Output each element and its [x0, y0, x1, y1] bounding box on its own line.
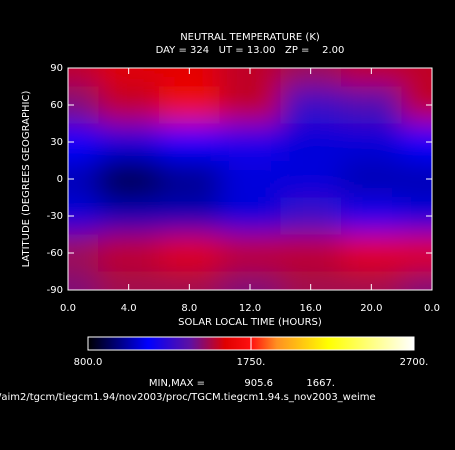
heat-cell	[98, 86, 160, 125]
heat-cell	[341, 197, 403, 236]
heat-cell	[98, 68, 160, 88]
y-tick-label: 30	[50, 137, 63, 148]
heat-cell	[280, 86, 342, 125]
max-value: 1667.	[306, 378, 335, 389]
heat-cell	[341, 68, 403, 88]
heat-cell	[280, 271, 342, 290]
heat-cell	[341, 271, 403, 290]
heat-cell	[280, 160, 342, 199]
y-tick-label: 0	[57, 174, 63, 185]
heat-cell	[159, 86, 221, 125]
heat-cell	[401, 68, 432, 88]
minmax-label: MIN,MAX =	[149, 378, 205, 389]
heat-cell	[280, 123, 342, 162]
x-tick-label: 12.0	[239, 303, 261, 314]
heat-cell	[98, 234, 160, 273]
x-tick-label: 0.0	[424, 303, 440, 314]
colorbar-tick-label: 1750.	[237, 357, 266, 368]
colorbar-tick-label: 2700.	[400, 357, 429, 368]
heat-cell	[159, 197, 221, 236]
heat-cell	[280, 68, 342, 88]
heat-cell	[341, 123, 403, 162]
chart-title: NEUTRAL TEMPERATURE (K)	[180, 32, 320, 43]
y-tick-label: -60	[47, 248, 63, 259]
heat-cell	[159, 68, 221, 88]
heatmap	[68, 68, 432, 290]
heat-cell	[280, 234, 342, 273]
x-tick-label: 8.0	[181, 303, 197, 314]
heat-cell	[341, 160, 403, 199]
heat-cell	[280, 197, 342, 236]
heat-cell	[401, 271, 432, 290]
heat-cell	[219, 123, 282, 162]
chart-subtitle: DAY = 324 UT = 13.00 ZP = 2.00	[156, 45, 345, 56]
file-path: /aim2/tgcm/tiegcm1.94/nov2003/proc/TGCM.…	[0, 392, 376, 403]
heat-cell	[219, 234, 282, 273]
heat-cell	[219, 86, 282, 125]
heat-cell	[159, 234, 221, 273]
heat-cell	[68, 271, 100, 290]
heat-cell	[219, 197, 282, 236]
heat-cell	[341, 234, 403, 273]
heat-cell	[98, 271, 160, 290]
x-axis-label: SOLAR LOCAL TIME (HOURS)	[178, 317, 322, 328]
heat-cell	[219, 68, 282, 88]
heat-cell	[159, 160, 221, 199]
y-tick-label: 90	[50, 63, 63, 74]
colorbar-tick-label: 800.0	[74, 357, 103, 368]
x-tick-label: 4.0	[121, 303, 137, 314]
heat-cell	[98, 160, 160, 199]
heat-cell	[98, 197, 160, 236]
x-tick-label: 0.0	[60, 303, 76, 314]
heat-cell	[159, 123, 221, 162]
y-tick-label: -30	[47, 211, 63, 222]
y-tick-label: -90	[47, 285, 63, 296]
heat-cell	[159, 271, 221, 290]
min-value: 905.6	[244, 378, 273, 389]
x-tick-label: 20.0	[360, 303, 382, 314]
heat-cell	[219, 271, 282, 290]
heat-cell	[68, 68, 100, 88]
heat-cell	[219, 160, 282, 199]
heat-cell	[98, 123, 160, 162]
heat-cell	[341, 86, 403, 125]
y-tick-label: 60	[50, 100, 63, 111]
heat-cell	[68, 160, 100, 199]
y-axis-label: LATITUDE (DEGREES GEOGRAPHIC)	[21, 91, 32, 268]
x-tick-label: 16.0	[300, 303, 322, 314]
